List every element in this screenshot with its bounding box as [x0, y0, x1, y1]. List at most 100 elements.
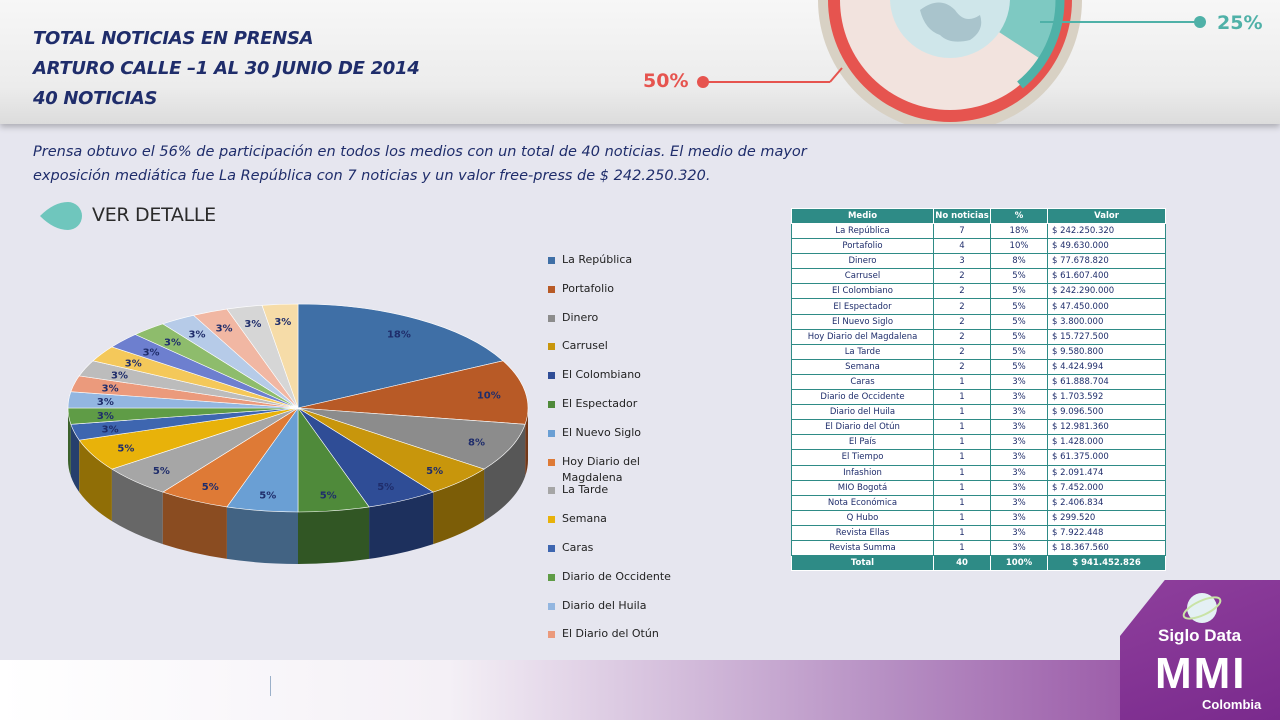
legend-item-semana: Semana	[548, 511, 698, 540]
cell-medio: Hoy Diario del Magdalena	[791, 328, 934, 345]
cell-no-noticias: 4	[933, 238, 991, 255]
legend-label: Hoy Diario del Magdalena	[562, 454, 640, 484]
pie-side-diario-de-occidente	[68, 408, 71, 477]
cell-medio: El Diario del Otún	[791, 419, 934, 436]
cell-percent: 5%	[990, 328, 1048, 345]
cell-no-noticias: 3	[933, 253, 991, 270]
cell-valor: $ 1.703.592	[1047, 389, 1166, 406]
column-header-no-noticias: No noticias	[933, 208, 991, 224]
pie-slice-portafolio	[297, 360, 529, 425]
data-label-el-tiempo: 3%	[125, 358, 142, 369]
cell-medio: MIO Bogotá	[791, 479, 934, 496]
table-row: Q Hubo 1 3% $ 299.520	[791, 509, 1166, 526]
summary-line-1: Prensa obtuvo el 56% de participación en…	[33, 144, 807, 160]
cell-percent: 3%	[990, 464, 1048, 481]
cell-no-noticias: 1	[933, 509, 991, 526]
data-label-carrusel: 5%	[426, 466, 443, 477]
cell-medio: Dinero	[791, 253, 934, 270]
table-row: MIO Bogotá 1 3% $ 7.452.000	[791, 479, 1166, 496]
legend-label: La Tarde	[562, 483, 609, 497]
data-label-mio-bogota: 3%	[164, 338, 181, 349]
data-label-q-hubo: 3%	[216, 323, 233, 334]
ver-detalle-button[interactable]: VER DETALLE	[40, 200, 240, 232]
table-row: El País 1 3% $ 1.428.000	[791, 434, 1166, 451]
legend-label: El Colombiano	[562, 368, 641, 382]
data-label-revista-summa: 3%	[274, 317, 291, 328]
table-row: La República 7 18% $ 242.250.320	[791, 222, 1166, 240]
legend-item-dinero: Dinero	[548, 310, 698, 339]
data-label-revista-ellas: 3%	[244, 319, 261, 330]
summary-line-2: exposición mediática fue La República co…	[33, 168, 711, 184]
pie-slice-revista-summa	[261, 303, 299, 409]
cell-medio: Diario de Occidente	[791, 389, 934, 406]
data-label-caras: 3%	[102, 424, 119, 435]
pie-side-hoy-diario-del-magdalena	[162, 492, 227, 559]
pie-side-el-nuevo-siglo	[226, 506, 298, 564]
legend-item-diario-del-huila: Diario del Huila	[548, 598, 698, 627]
table-row: Caras 1 3% $ 61.888.704	[791, 373, 1166, 391]
cell-valor: $ 7.922.448	[1047, 524, 1166, 541]
pie-side-semana	[79, 440, 112, 522]
table-row: Nota Económica 1 3% $ 2.406.834	[791, 494, 1166, 511]
cell-valor: $ 3.800.000	[1047, 313, 1166, 330]
pie-chart: 18%10%8%5%5%5%5%5%5%5%3%3%3%3%3%3%3%3%3%…	[67, 303, 529, 564]
cell-percent: 8%	[990, 253, 1048, 270]
legend-swatch	[548, 458, 555, 466]
data-label-diario-de-occidente: 3%	[97, 411, 114, 422]
cell-no-noticias: 2	[933, 358, 991, 375]
cell-medio: Caras	[791, 373, 934, 391]
cell-medio: El País	[791, 434, 934, 451]
cell-medio: Portafolio	[791, 238, 934, 255]
legend-item-caras: Caras	[548, 540, 698, 569]
table-row: Diario de Occidente 1 3% $ 1.703.592	[791, 389, 1166, 406]
cell-no-noticias: 1	[933, 404, 991, 421]
legend-swatch	[548, 400, 555, 408]
cell-valor: $ 4.424.994	[1047, 358, 1166, 375]
total-label: Total	[791, 555, 934, 572]
legend-swatch	[548, 631, 555, 639]
table-row: Carrusel 2 5% $ 61.607.400	[791, 268, 1166, 285]
pie-side-el-colombiano	[369, 492, 434, 559]
cell-percent: 10%	[990, 238, 1048, 255]
legend-swatch	[548, 343, 555, 351]
data-label-hoy-diario-del-magdalena: 5%	[202, 482, 219, 493]
legend-label: Semana	[562, 512, 607, 526]
cell-medio: El Colombiano	[791, 283, 934, 300]
cell-medio: Infashion	[791, 464, 934, 481]
cell-percent: 3%	[990, 373, 1048, 391]
pie-data-labels: 18%10%8%5%5%5%5%5%5%5%3%3%3%3%3%3%3%3%3%…	[97, 317, 501, 501]
legend-item-carrusel: Carrusel	[548, 338, 698, 367]
cell-percent: 5%	[990, 268, 1048, 285]
table-row: Revista Summa 1 3% $ 18.367.560	[791, 539, 1166, 557]
data-label-la-tarde: 5%	[153, 466, 170, 477]
pie-side-el-espectador	[298, 506, 370, 564]
data-label-infashion: 3%	[143, 347, 160, 358]
table-row: Portafolio 4 10% $ 49.630.000	[791, 238, 1166, 255]
siglo-data-logo-icon	[1182, 593, 1222, 623]
cell-no-noticias: 2	[933, 343, 991, 360]
column-header-valor: Valor	[1047, 208, 1166, 224]
legend-item-el-espectador: El Espectador	[548, 396, 698, 425]
cell-no-noticias: 1	[933, 524, 991, 541]
legend-label: Carrusel	[562, 339, 608, 353]
cell-medio: Semana	[791, 358, 934, 375]
legend-swatch	[548, 602, 555, 610]
legend-item-el-diario-del-otun: El Diario del Otún	[548, 626, 698, 655]
cell-no-noticias: 1	[933, 373, 991, 391]
cell-valor: $ 12.981.360	[1047, 419, 1166, 436]
legend-label: El Nuevo Siglo	[562, 425, 642, 439]
cell-medio: El Tiempo	[791, 449, 934, 466]
cell-valor: $ 61.888.704	[1047, 373, 1166, 391]
cell-valor: $ 242.250.320	[1047, 222, 1166, 240]
data-label-la-republica: 18%	[387, 330, 411, 341]
legend-swatch	[548, 429, 555, 437]
title-line-3: 40 NOTICIAS	[33, 88, 158, 109]
cell-no-noticias: 2	[933, 268, 991, 285]
chart-legend: La República Portafolio Dinero Carrusel El C…	[548, 252, 698, 655]
legend-swatch	[548, 314, 555, 322]
legend-swatch	[548, 285, 555, 293]
footer-bar	[0, 660, 1280, 720]
cell-no-noticias: 1	[933, 539, 991, 557]
column-header-percent: %	[990, 208, 1048, 224]
cell-medio: Nota Económica	[791, 494, 934, 511]
